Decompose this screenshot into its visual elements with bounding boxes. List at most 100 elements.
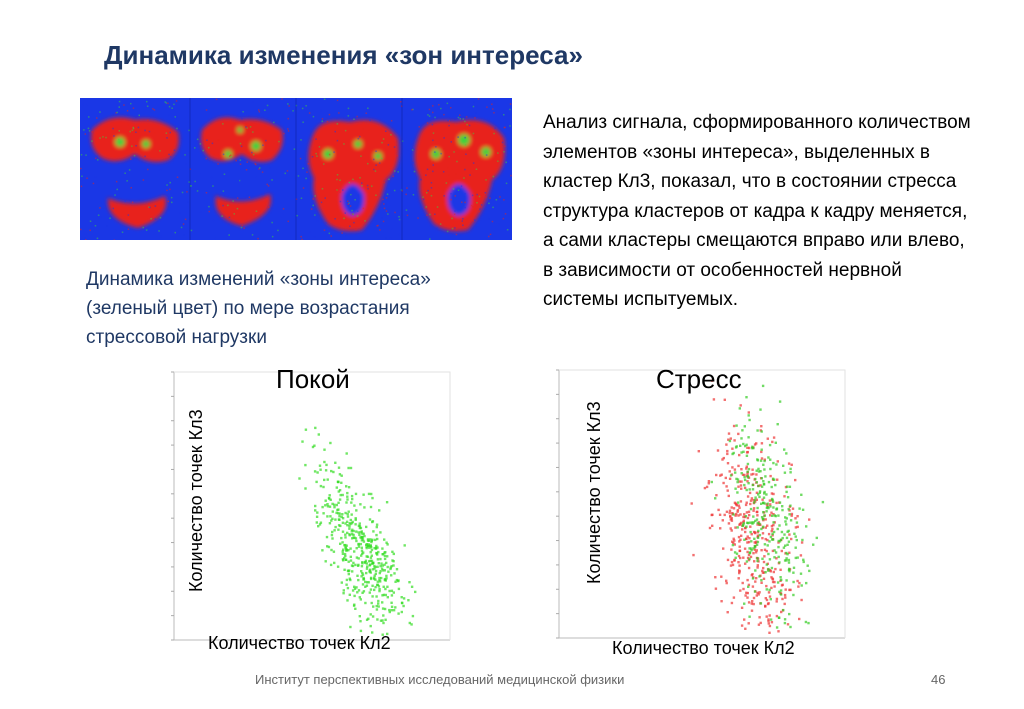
scatter-point [759, 459, 763, 462]
thermogram-speckle [450, 193, 452, 195]
thermogram-speckle [494, 127, 496, 130]
scatter-point [771, 578, 775, 581]
scatter-point [366, 538, 370, 541]
thermogram-speckle [390, 228, 393, 230]
thermogram-speckle [334, 218, 336, 220]
scatter-point [745, 525, 748, 528]
scatter-point [769, 467, 772, 471]
scatter-point [335, 511, 338, 515]
thermogram-speckle [102, 136, 104, 138]
thermogram-speckle [252, 154, 255, 156]
thermogram-speckle [179, 212, 181, 215]
scatter-point [386, 555, 389, 558]
thermogram-speckle [86, 103, 88, 106]
thermogram-speckle [241, 118, 243, 120]
scatter-point [381, 594, 384, 597]
thermogram-speckle [131, 129, 134, 131]
thermogram-speckle [468, 124, 471, 127]
scatter-point [805, 525, 808, 528]
thermogram-speckle [503, 199, 505, 201]
scatter-point [730, 506, 733, 509]
thermogram-speckle [302, 187, 305, 189]
scatter-point [764, 526, 767, 529]
scatter-point [743, 425, 746, 428]
thermogram-speckle [509, 125, 511, 127]
scatter-point [756, 506, 759, 510]
thermogram-speckle [212, 219, 215, 222]
scatter-point [344, 536, 347, 539]
scatter-point [763, 555, 766, 558]
scatter-point [748, 551, 752, 554]
scatter-point [762, 501, 765, 504]
scatter-point [397, 612, 400, 615]
scatter-point [771, 477, 775, 480]
scatter-point [751, 483, 754, 487]
thermogram-speckle [325, 222, 327, 224]
scatter-point [318, 464, 322, 467]
scatter-point [753, 501, 756, 504]
scatter-point [350, 522, 354, 525]
thermogram-speckle [306, 171, 308, 173]
thermogram-speckle [435, 146, 437, 148]
thermogram-speckle [308, 125, 311, 128]
thermogram-speckle [389, 162, 391, 165]
scatter-point [759, 621, 762, 625]
thermogram-speckle [393, 158, 395, 160]
scatter-point [348, 577, 351, 580]
thermogram-speckle [427, 112, 430, 115]
scatter-point [758, 495, 761, 499]
scatter-point [328, 497, 331, 500]
thermogram-speckle [323, 229, 326, 231]
scatter-point [347, 486, 351, 489]
scatter-point [799, 572, 803, 575]
scatter-point [390, 589, 394, 592]
scatter-point [743, 478, 747, 482]
scatter-point [748, 547, 751, 550]
scatter-point [746, 476, 750, 479]
scatter-point [360, 530, 363, 533]
thermogram-speckle [455, 173, 457, 175]
thermogram-speckle [426, 168, 429, 171]
thermogram-speckle [179, 98, 181, 101]
thermogram-speckle [432, 132, 435, 134]
scatter-point [777, 514, 780, 517]
scatter-point [769, 458, 772, 461]
plot-frame [559, 369, 846, 638]
thermogram-speckle [370, 212, 372, 215]
scatter-point [365, 567, 369, 570]
thermogram-speckle [173, 103, 175, 106]
scatter-point [738, 545, 741, 548]
scatter-point [355, 586, 358, 589]
scatter-point [775, 600, 778, 603]
thermogram-speckle [445, 225, 447, 227]
thermogram-speckle [390, 120, 393, 122]
scatter-point [768, 540, 771, 543]
scatter-point [755, 469, 758, 472]
scatter-point [369, 624, 372, 628]
scatter-point [778, 501, 782, 504]
scatter-point [738, 506, 741, 509]
thermogram-speckle [127, 228, 130, 230]
scatter-point [786, 623, 790, 626]
scatter-point [756, 521, 759, 525]
thermogram-speckle [94, 225, 97, 227]
scatter-point [770, 492, 774, 495]
thermogram-speckle [386, 193, 389, 195]
thermogram-speckle [99, 207, 101, 209]
thermogram-speckle [461, 101, 464, 104]
thermogram-speckle [187, 201, 189, 203]
scatter-point [736, 478, 740, 481]
scatter-point [322, 512, 325, 515]
scatter-point [328, 505, 332, 508]
scatter-point [376, 565, 379, 568]
scatter-point [767, 622, 770, 625]
scatter-point [740, 624, 744, 627]
scatter-point [789, 471, 792, 474]
scatter-point [755, 498, 758, 501]
thermogram-speckle [236, 207, 239, 210]
scatter-point [376, 537, 379, 541]
thermogram-speckle [489, 197, 491, 199]
scatter-point [761, 525, 765, 528]
thermogram-speckle [441, 171, 443, 173]
thermogram-speckle [500, 203, 502, 205]
